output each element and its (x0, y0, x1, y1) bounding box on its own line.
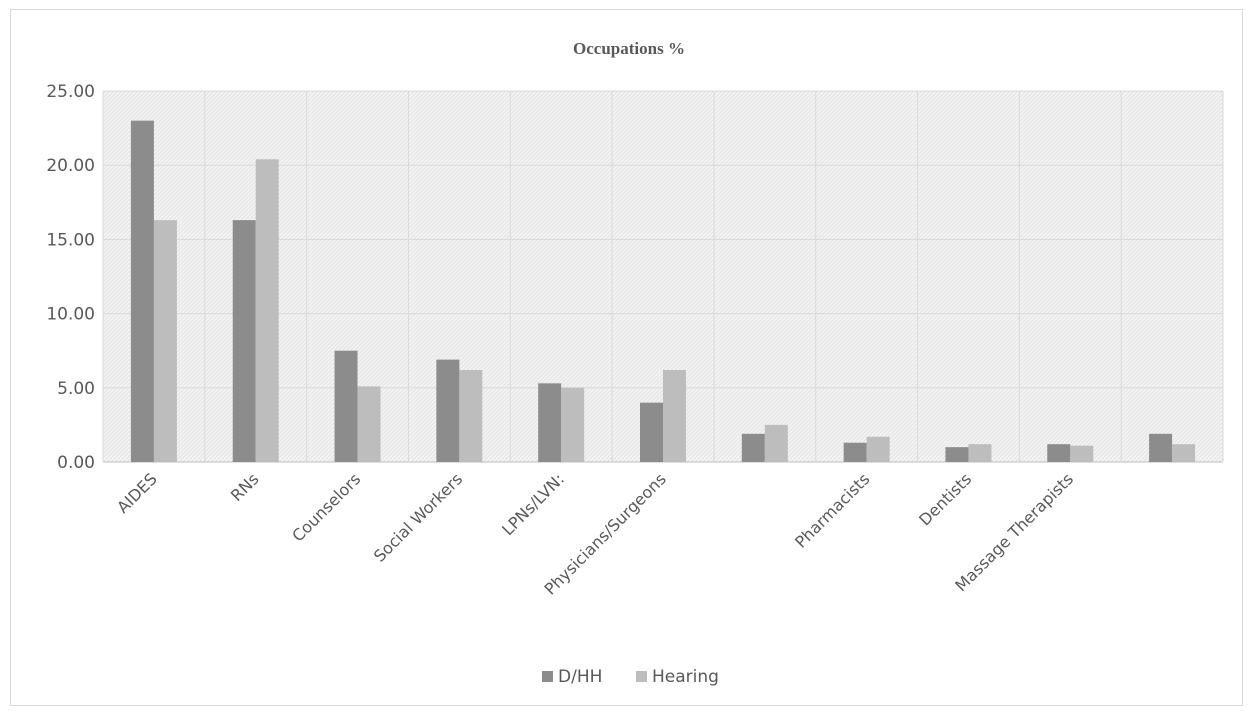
legend-label: Hearing (652, 667, 719, 687)
bar-hearing (866, 436, 890, 462)
bar-dhh (538, 383, 562, 462)
chart-title: Occupations % (573, 39, 685, 58)
bar-dhh (130, 120, 154, 463)
legend-swatch (542, 671, 553, 682)
bar-hearing (459, 369, 483, 462)
y-tick-label: 25.00 (46, 82, 95, 102)
bar-dhh (945, 447, 969, 462)
bar-hearing (663, 369, 686, 462)
bar-hearing (561, 387, 585, 462)
x-tick-label: Massage Therapists (951, 469, 1077, 595)
bar-hearing (1070, 445, 1094, 462)
bar-dhh (334, 350, 358, 462)
x-tick-label: Counselors (288, 469, 364, 545)
bar-hearing (1172, 444, 1196, 462)
legend-swatch (636, 671, 647, 682)
y-tick-label: 5.00 (57, 379, 95, 399)
bar-dhh (1047, 444, 1071, 462)
x-tick-label: LPNs/LVN: (498, 469, 568, 539)
bar-hearing (153, 220, 177, 462)
bar-hearing (357, 386, 381, 462)
chart-frame: Occupations % 0.00 5.00 10.00 15.00 20.00 25.… (10, 9, 1243, 706)
x-tick-label: Dentists (915, 469, 975, 529)
y-tick-label: 20.00 (46, 156, 95, 176)
bar-dhh (741, 433, 765, 462)
x-tick-label: Pharmacists (791, 469, 873, 551)
bar-chart: Occupations % 0.00 5.00 10.00 15.00 20.00 25.… (46, 39, 1224, 687)
bar-hearing (255, 159, 279, 462)
bar-dhh (843, 442, 867, 462)
bar-dhh (1149, 433, 1173, 462)
bar-dhh (232, 220, 256, 462)
bar-hearing (968, 444, 992, 462)
bar-dhh (640, 402, 663, 462)
x-tick-label: Social Workers (370, 469, 466, 565)
x-tick-label: AIDES (113, 469, 161, 517)
y-tick-label: 0.00 (57, 453, 95, 473)
y-tick-label: 10.00 (46, 305, 95, 325)
y-tick-label: 15.00 (46, 230, 95, 250)
legend-label: D/HH (558, 667, 602, 687)
bar-hearing (764, 424, 788, 462)
x-tick-label: RNs (227, 469, 263, 505)
bar-dhh (436, 359, 460, 462)
